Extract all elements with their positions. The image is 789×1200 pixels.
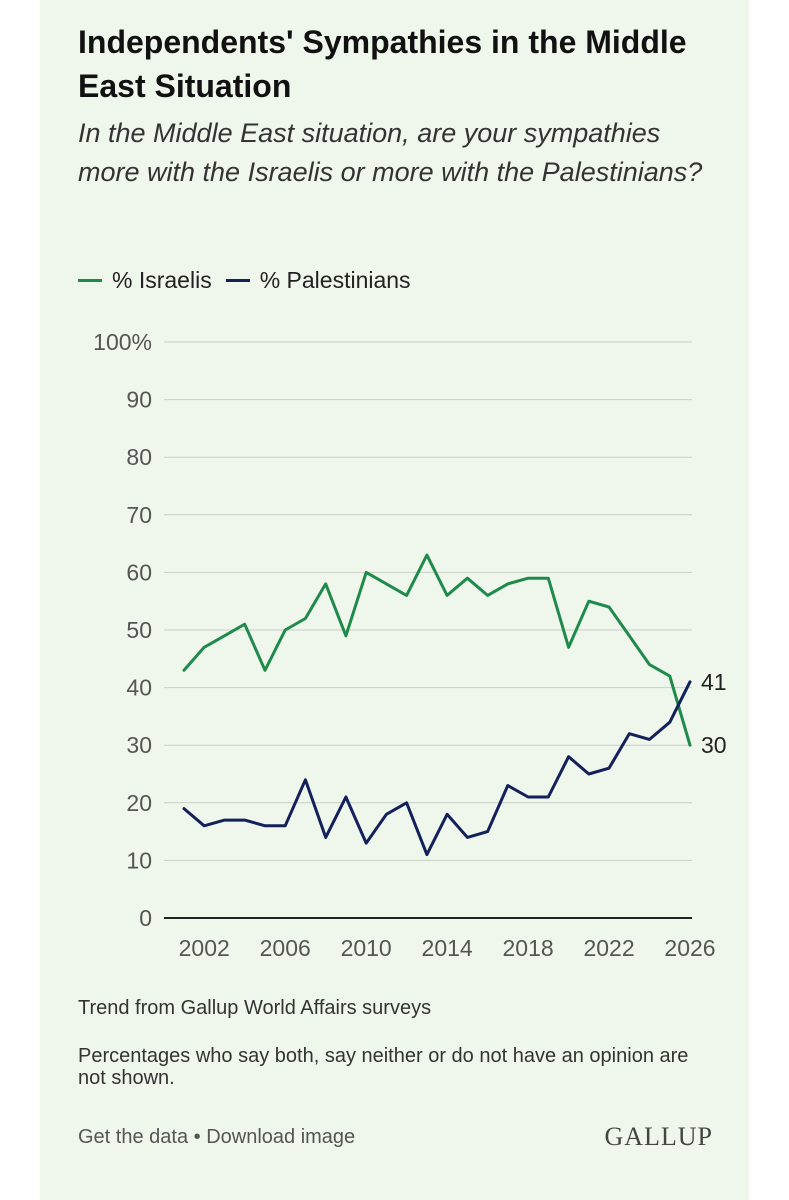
series-line-israelis	[182, 553, 692, 747]
legend-swatch-israelis	[78, 278, 102, 282]
line-chart: 0 10 20 30 40 50 60 70 80 90 100% 2002 2006 2010 2014 2…	[93, 329, 727, 961]
footer-separator: •	[188, 1126, 207, 1148]
download-image-link[interactable]: Download image	[206, 1126, 356, 1148]
y-tick-label: 90	[126, 387, 152, 413]
get-data-link[interactable]: Get the data	[78, 1126, 189, 1148]
series-line-palestinians	[182, 680, 692, 857]
x-tick-label: 2010	[341, 935, 392, 961]
source-note: Trend from Gallup World Affairs surveys	[78, 997, 432, 1019]
x-tick-label: 2026	[664, 935, 715, 961]
y-tick-label: 30	[126, 732, 152, 758]
legend-swatch-palestinians	[225, 278, 250, 282]
chart-card	[40, 0, 749, 1200]
y-tick-label: 100%	[93, 329, 152, 355]
y-tick-label: 20	[126, 790, 152, 816]
y-tick-label: 70	[126, 502, 152, 528]
legend: % Israelis % Palestinians	[78, 263, 425, 297]
footnote: Percentages who say both, say neither or…	[78, 1045, 689, 1089]
end-label-palestinians: 41	[701, 669, 727, 695]
end-label-israelis: 30	[701, 732, 727, 758]
x-tick-label: 2022	[583, 935, 634, 961]
y-tick-label: 80	[126, 444, 152, 470]
gallup-logo: GALLUP	[604, 1122, 713, 1151]
y-tick-label: 50	[126, 617, 152, 643]
legend-label-israelis: % Israelis	[112, 266, 212, 293]
x-tick-label: 2002	[179, 935, 230, 961]
y-tick-label: 60	[126, 559, 152, 585]
footer-links: Get the data • Download image	[78, 1126, 355, 1149]
x-tick-label: 2014	[422, 935, 473, 961]
chart-subtitle: In the Middle East situation, are your s…	[78, 118, 703, 187]
y-tick-label: 0	[139, 905, 152, 931]
legend-label-palestinians: % Palestinians	[259, 266, 411, 293]
chart-title: Independents' Sympathies in the Middle E…	[78, 24, 687, 104]
x-tick-label: 2006	[260, 935, 311, 961]
x-tick-label: 2018	[502, 935, 553, 961]
legend-item-israelis: % Israelis	[78, 267, 212, 294]
y-tick-label: 40	[126, 675, 152, 701]
y-tick-label: 10	[126, 847, 152, 873]
legend-item-palestinians: % Palestinians	[225, 266, 411, 294]
